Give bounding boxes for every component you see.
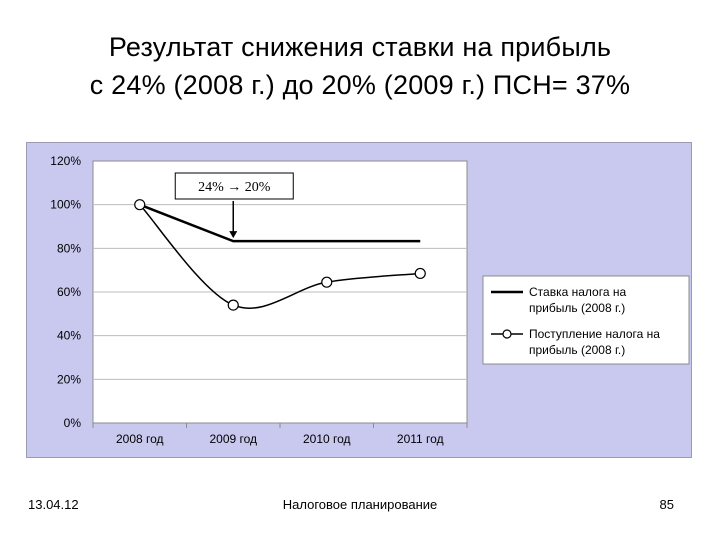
y-tick-label: 40%: [57, 329, 81, 343]
y-tick-label: 0%: [64, 416, 82, 430]
data-point: [414, 267, 426, 280]
y-tick-label: 100%: [50, 198, 81, 212]
legend-label-2: Поступление налога на прибыль (2008 г.): [529, 327, 660, 357]
series-line-1: [139, 203, 421, 243]
chart-area: 0% 20% 40% 60% 80% 100% 120% 2008 год 2009 год 20…: [26, 142, 692, 458]
x-tick-label: 2011 год: [397, 432, 444, 446]
legend-box: [482, 275, 690, 365]
x-tick-label: 2008 год: [116, 432, 164, 446]
y-tick-label: 60%: [57, 285, 81, 299]
annotation-text: 24% → 20%: [198, 180, 271, 195]
y-tick-label: 20%: [57, 372, 81, 386]
page-number: 85: [659, 497, 674, 512]
legend-marker: [502, 329, 512, 339]
line-chart: 0% 20% 40% 60% 80% 100% 120% 2008 год 2009 год 20…: [50, 154, 690, 446]
annotation-box: [174, 172, 294, 200]
data-point: [134, 199, 146, 211]
title-line-1: Результат снижения ставки на прибыль: [108, 32, 612, 62]
x-tick-label: 2009 год: [209, 432, 257, 446]
legend-label-1: Ставка налога на прибыль (2008 г.): [529, 285, 626, 315]
data-point: [227, 299, 239, 311]
y-tick-label: 80%: [57, 241, 81, 255]
slide-title: Результат снижения ставки на прибыль с 2…: [0, 28, 720, 104]
y-tick-label: 120%: [50, 154, 81, 168]
annotation-arrow-head: [229, 231, 238, 239]
footer-title: Налоговое планирование: [282, 497, 438, 512]
x-tick-label: 2010 год: [303, 432, 351, 446]
series-line-2: [139, 204, 421, 309]
footer-date: 13.04.12: [28, 497, 79, 512]
data-point: [321, 276, 333, 288]
title-line-2: с 24% (2008 г.) до 20% (2009 г.) ПСН= 37…: [89, 70, 631, 100]
